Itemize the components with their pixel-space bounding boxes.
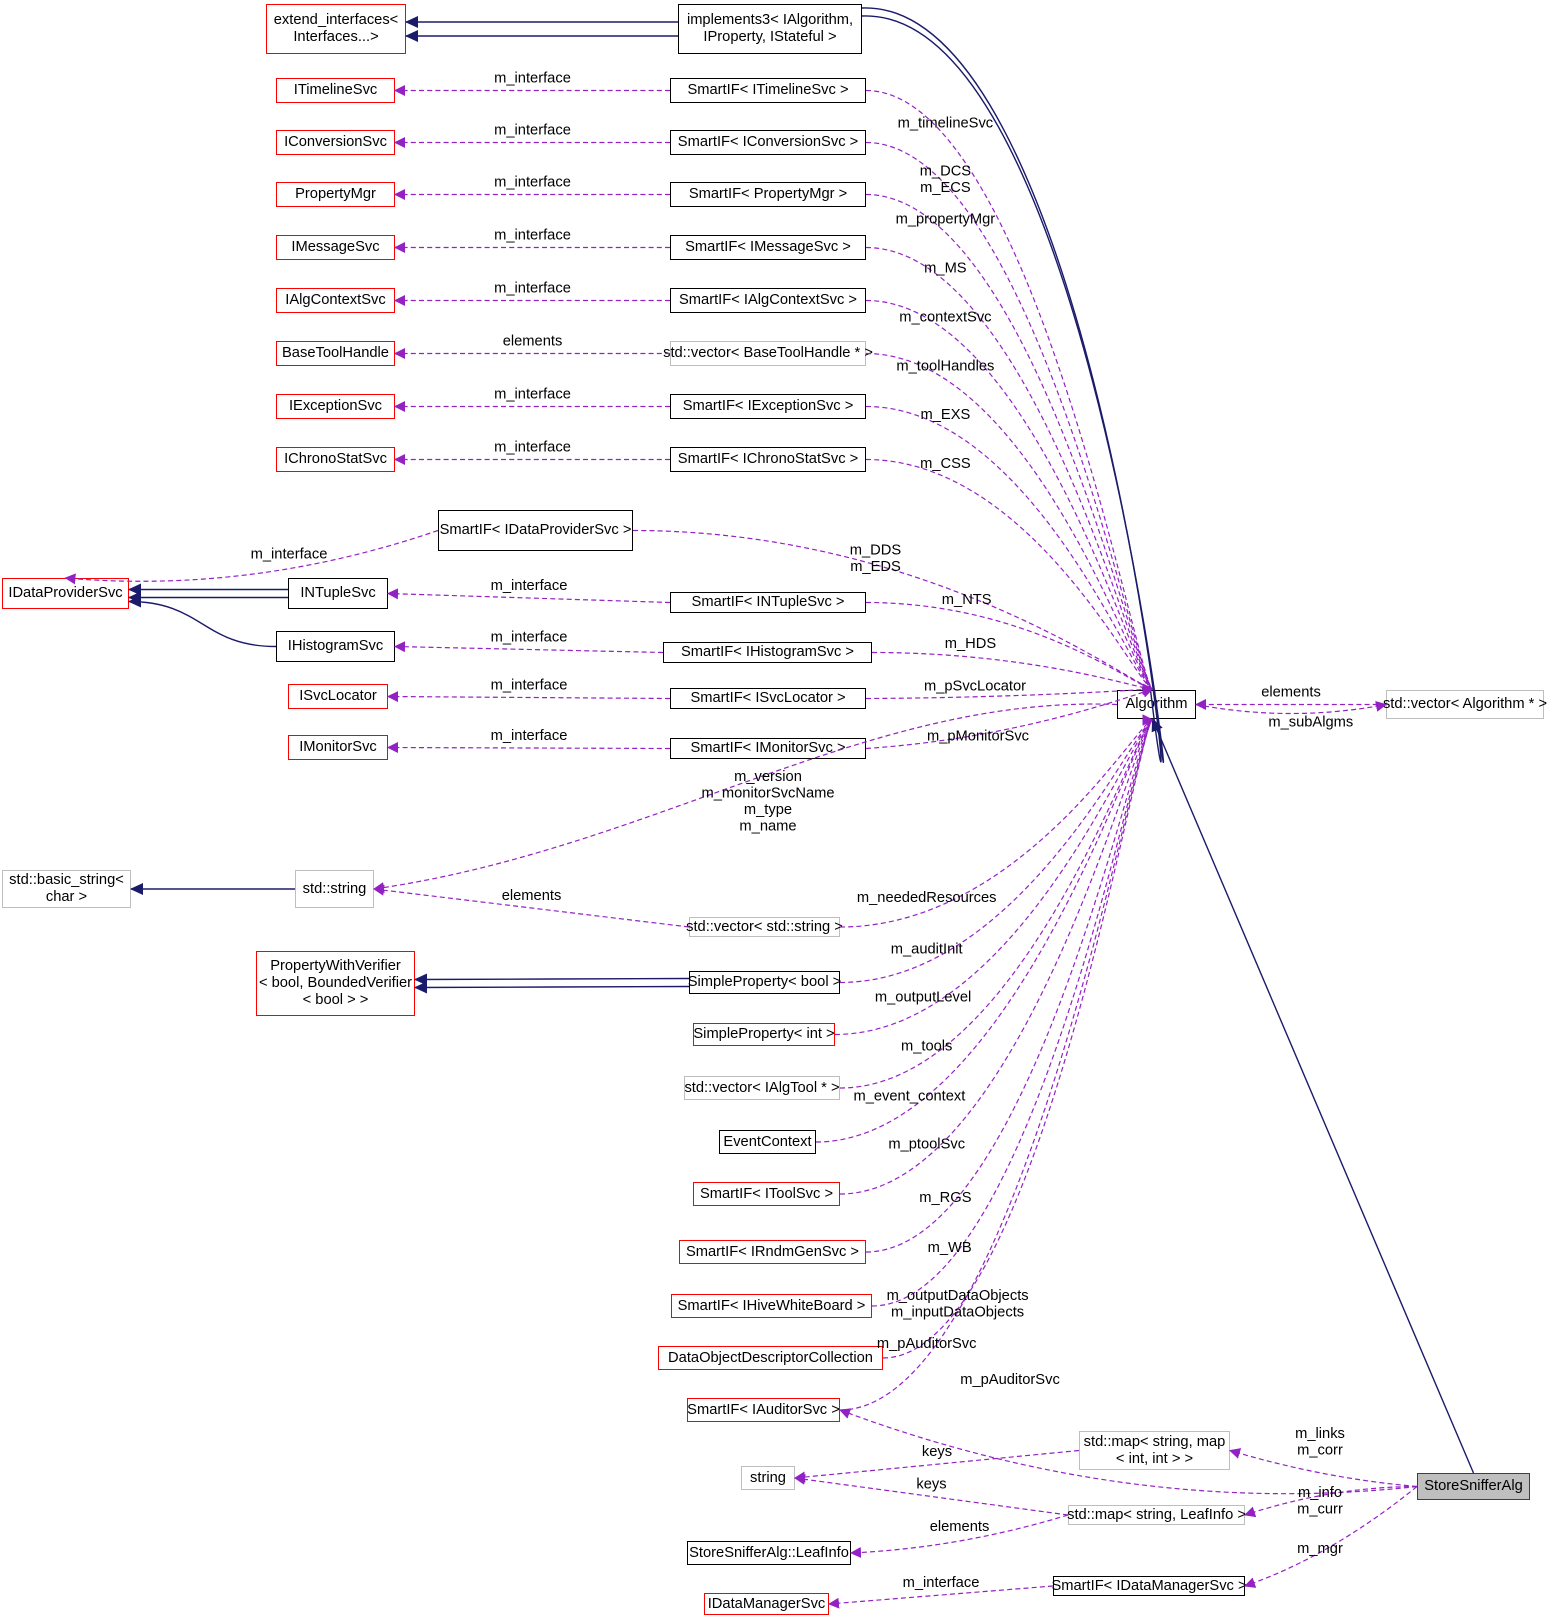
- svg-text:m_neededResources: m_neededResources: [857, 890, 997, 906]
- svg-text:elements: elements: [930, 1519, 990, 1535]
- svg-text:m_links: m_links: [1295, 1426, 1345, 1442]
- svg-text:m_interface: m_interface: [494, 123, 571, 139]
- svg-text:m_toolHandles: m_toolHandles: [896, 358, 994, 374]
- svg-text:m_EDS: m_EDS: [850, 559, 901, 575]
- svg-text:m_RGS: m_RGS: [919, 1190, 971, 1206]
- svg-text:m_pMonitorSvc: m_pMonitorSvc: [927, 729, 1029, 745]
- svg-text:m_curr: m_curr: [1297, 1502, 1343, 1518]
- svg-text:m_MS: m_MS: [924, 260, 967, 276]
- svg-text:m_subAlgms: m_subAlgms: [1268, 715, 1353, 731]
- svg-text:m_interface: m_interface: [494, 281, 571, 297]
- svg-text:m_type: m_type: [744, 802, 792, 818]
- svg-text:m_interface: m_interface: [494, 440, 571, 456]
- svg-text:m_interface: m_interface: [251, 547, 328, 563]
- svg-text:m_mgr: m_mgr: [1297, 1541, 1343, 1557]
- svg-text:m_CSS: m_CSS: [920, 456, 971, 472]
- svg-text:m_HDS: m_HDS: [945, 636, 997, 652]
- svg-text:m_WB: m_WB: [928, 1240, 972, 1256]
- svg-text:m_interface: m_interface: [494, 175, 571, 191]
- svg-text:m_tools: m_tools: [901, 1039, 952, 1055]
- svg-text:m_propertyMgr: m_propertyMgr: [896, 212, 996, 228]
- svg-text:elements: elements: [503, 334, 563, 350]
- svg-text:m_info: m_info: [1298, 1485, 1342, 1501]
- svg-text:m_NTS: m_NTS: [942, 592, 992, 608]
- svg-text:m_outputLevel: m_outputLevel: [875, 989, 971, 1005]
- svg-text:m_pAuditorSvc: m_pAuditorSvc: [960, 1372, 1060, 1388]
- svg-text:m_version: m_version: [734, 769, 802, 785]
- svg-text:m_monitorSvcName: m_monitorSvcName: [701, 786, 834, 802]
- svg-text:keys: keys: [916, 1477, 946, 1493]
- svg-text:m_interface: m_interface: [491, 728, 568, 744]
- svg-text:m_outputDataObjects: m_outputDataObjects: [887, 1288, 1029, 1304]
- svg-text:m_auditInit: m_auditInit: [891, 941, 963, 957]
- svg-text:m_interface: m_interface: [903, 1575, 980, 1591]
- svg-text:elements: elements: [502, 888, 562, 904]
- svg-text:m_name: m_name: [739, 819, 796, 835]
- svg-text:m_DDS: m_DDS: [850, 543, 902, 559]
- svg-text:m_pAuditorSvc: m_pAuditorSvc: [877, 1336, 977, 1352]
- svg-text:m_EXS: m_EXS: [921, 407, 971, 423]
- svg-text:m_interface: m_interface: [491, 630, 568, 646]
- svg-text:m_interface: m_interface: [494, 228, 571, 244]
- svg-text:m_event_context: m_event_context: [853, 1089, 965, 1105]
- svg-text:m_pSvcLocator: m_pSvcLocator: [924, 679, 1026, 695]
- svg-text:m_ECS: m_ECS: [920, 180, 971, 196]
- svg-text:elements: elements: [1261, 685, 1321, 701]
- svg-text:keys: keys: [922, 1444, 952, 1460]
- svg-text:m_corr: m_corr: [1297, 1443, 1343, 1459]
- svg-text:m_interface: m_interface: [491, 578, 568, 594]
- svg-text:m_interface: m_interface: [491, 678, 568, 694]
- svg-text:m_inputDataObjects: m_inputDataObjects: [891, 1305, 1024, 1321]
- svg-text:m_ptoolSvc: m_ptoolSvc: [888, 1137, 965, 1153]
- svg-text:m_interface: m_interface: [494, 387, 571, 403]
- svg-text:m_contextSvc: m_contextSvc: [899, 309, 991, 325]
- svg-text:m_interface: m_interface: [494, 71, 571, 87]
- svg-text:m_timelineSvc: m_timelineSvc: [898, 116, 994, 132]
- svg-text:m_DCS: m_DCS: [920, 164, 972, 180]
